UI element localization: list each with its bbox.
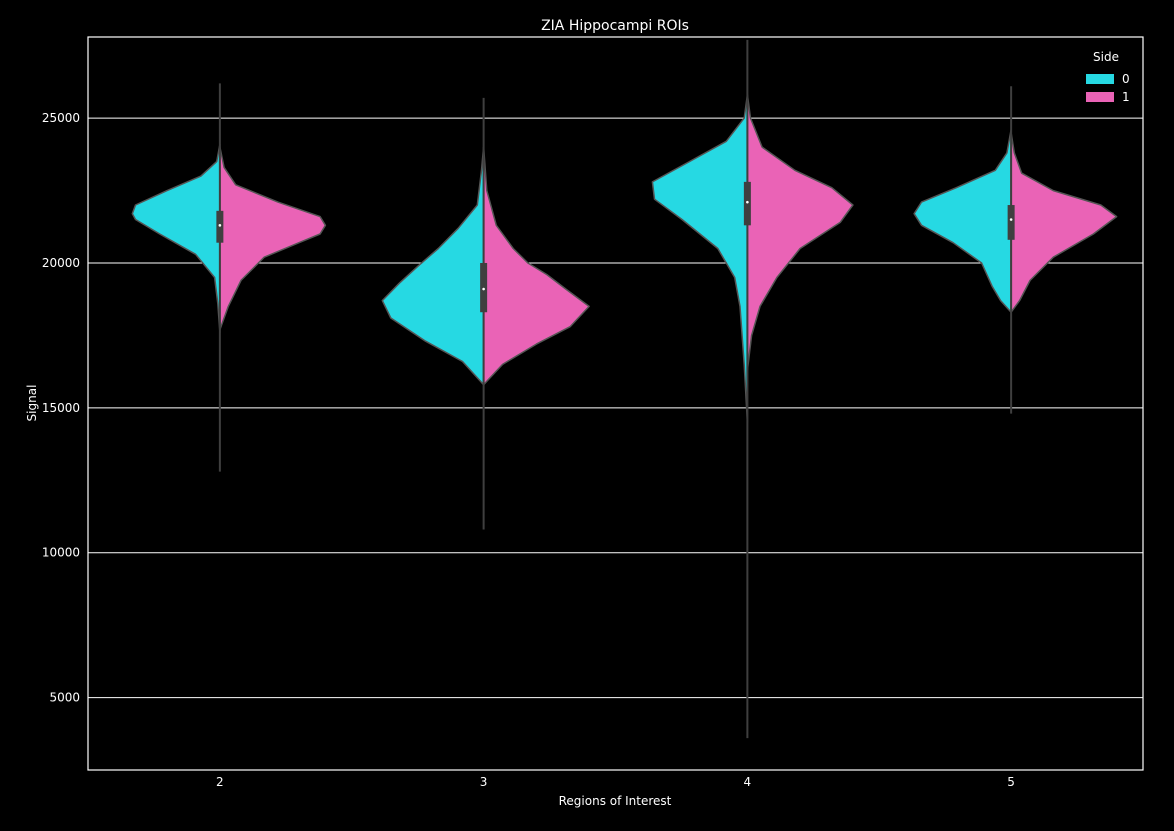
violin-half-side-1 — [219, 146, 327, 331]
violin-half-side-0 — [651, 94, 749, 424]
violin-box — [216, 210, 224, 243]
violin-median — [482, 287, 485, 291]
y-gridlines — [88, 117, 1143, 699]
violin-median — [746, 200, 749, 204]
violin-5 — [913, 86, 1118, 414]
y-tick-labels: 5000 10000 15000 20000 25000 — [42, 111, 80, 704]
y-tick-label: 10000 — [42, 546, 80, 560]
legend-label-0: 0 — [1122, 72, 1130, 86]
violin-2 — [131, 83, 327, 472]
x-tick-labels: 2 3 4 5 — [216, 775, 1015, 789]
x-tick-label: 3 — [480, 775, 488, 789]
y-tick-label: 15000 — [42, 401, 80, 415]
violin-half-side-1 — [482, 146, 590, 386]
x-axis-label: Regions of Interest — [559, 794, 672, 808]
violin-half-side-0 — [131, 143, 221, 334]
violin-half-side-0 — [381, 146, 485, 386]
y-tick-label: 5000 — [49, 691, 80, 705]
y-tick-label: 20000 — [42, 256, 80, 270]
violin-median — [218, 224, 222, 227]
violin-half-side-0 — [913, 128, 1012, 313]
legend-title: Side — [1093, 50, 1119, 64]
legend-swatch-0 — [1086, 74, 1114, 84]
y-tick-label: 25000 — [42, 111, 80, 125]
legend-label-1: 1 — [1122, 90, 1130, 104]
x-tick-label: 5 — [1007, 775, 1015, 789]
violin-median — [1009, 218, 1013, 221]
legend: Side 0 1 — [1086, 50, 1130, 104]
violin-4 — [651, 39, 854, 739]
violin-box — [480, 262, 488, 313]
violin-half-side-1 — [1010, 131, 1118, 313]
x-tick-label: 4 — [744, 775, 752, 789]
plot-area — [88, 37, 1143, 770]
violin-half-side-1 — [746, 94, 854, 371]
violin-3 — [381, 97, 590, 530]
plot-frame — [87, 36, 1144, 771]
chart-title: ZIA Hippocampi ROIs — [541, 18, 689, 34]
x-tick-label: 2 — [216, 775, 224, 789]
violins — [131, 39, 1118, 739]
y-axis-label: Signal — [25, 385, 39, 422]
violin-box — [1007, 205, 1015, 240]
violin-box — [743, 181, 751, 226]
legend-swatch-1 — [1086, 92, 1114, 102]
